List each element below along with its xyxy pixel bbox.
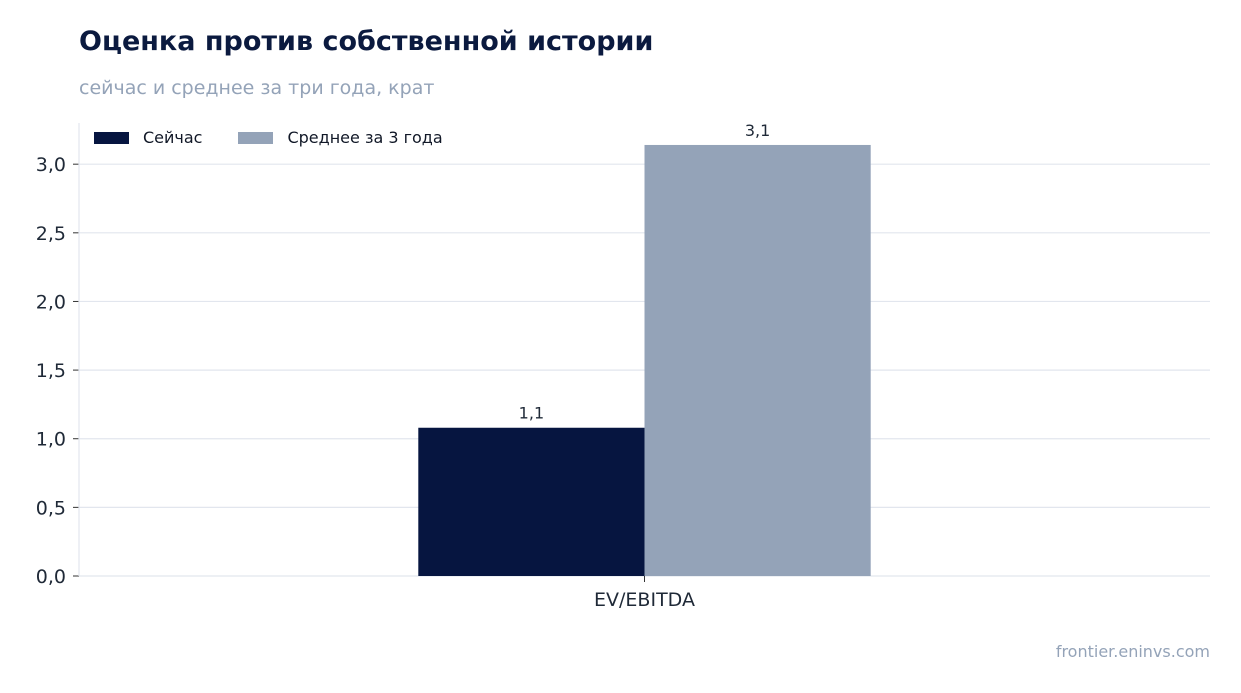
chart-subtitle: сейчас и среднее за три года, крат — [79, 77, 435, 99]
chart-legend: Сейчас Среднее за 3 года — [94, 128, 479, 147]
legend-swatch-now — [94, 131, 129, 144]
legend-item-avg: Среднее за 3 года — [238, 128, 443, 147]
legend-label-now: Сейчас — [143, 128, 203, 147]
legend-label-avg: Среднее за 3 года — [287, 128, 443, 147]
y-tick-label: 3,0 — [36, 154, 66, 176]
legend-item-now: Сейчас — [94, 128, 202, 147]
y-tick-label: 1,5 — [36, 360, 66, 382]
data-label-avg: 3,1 — [745, 121, 770, 140]
bar-avg — [644, 144, 871, 577]
y-tick-label: 0,5 — [36, 497, 66, 519]
chart-title: Оценка против собственной истории — [79, 26, 654, 57]
y-tick-label: 2,0 — [36, 291, 66, 313]
x-tick-label: EV/EBITDA — [594, 589, 695, 611]
y-tick-label: 0,0 — [36, 566, 66, 588]
bar-now — [418, 427, 645, 576]
data-label-now: 1,1 — [519, 404, 544, 423]
legend-swatch-avg — [238, 131, 274, 144]
source-footer: frontier.eninvs.com — [1055, 642, 1210, 661]
y-tick-label: 1,0 — [36, 429, 66, 451]
y-tick-label: 2,5 — [36, 223, 66, 245]
